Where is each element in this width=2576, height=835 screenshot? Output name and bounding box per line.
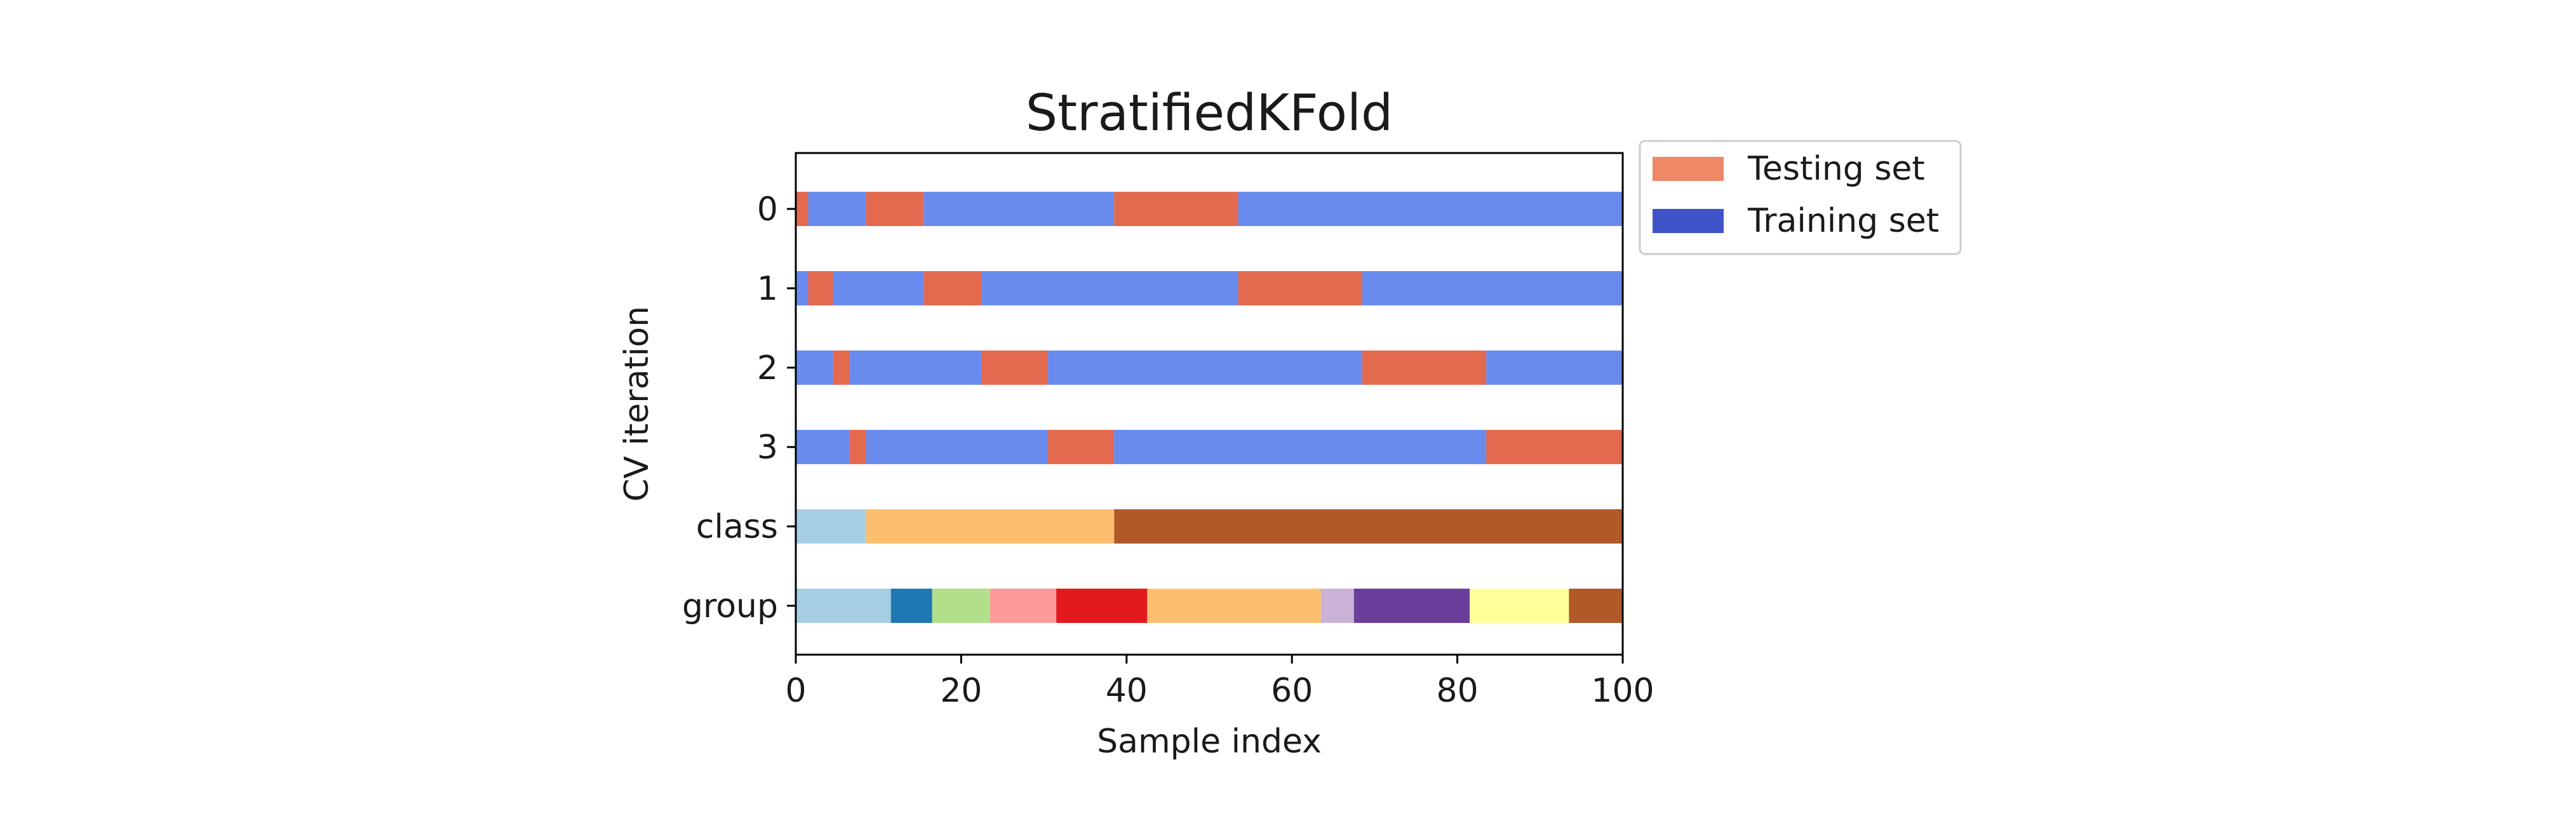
bar-segment-group-2 [932,589,990,623]
bar-segment-3-1 [849,430,866,464]
bar-segment-group-5 [1147,589,1321,623]
x-tick-label: 60 [1271,672,1313,710]
bar-segment-1-0 [796,271,808,305]
bar-segment-3-0 [796,430,850,464]
y-tick-label: 3 [757,429,778,467]
bar-segment-1-3 [923,271,982,305]
bar-segment-3-5 [1486,430,1623,464]
bar-segment-group-0 [796,589,891,623]
bar-segment-2-4 [1048,351,1362,385]
legend-label-testing: Testing set [1747,150,1925,188]
bar-segment-2-6 [1486,351,1623,385]
bar-segment-group-7 [1353,589,1470,623]
bar-segment-2-0 [796,351,833,385]
y-tick-label: class [696,508,778,546]
axes-frame [795,152,1624,656]
chart-title: StratifiedKFold [1026,84,1393,142]
y-axis-ticks: 0 1 2 3 class group [682,190,796,625]
bar-segment-0-2 [866,192,924,226]
bar-segment-1-5 [1238,271,1362,305]
y-tick-label: 1 [757,270,778,308]
x-tick-label: 0 [785,672,806,710]
y-tick-label: group [682,587,778,625]
bar-segment-1-2 [833,271,924,305]
bar-segment-2-5 [1362,351,1487,385]
x-tick-label: 20 [940,672,982,710]
bar-segment-0-0 [796,192,808,226]
bar-segment-group-3 [989,589,1057,623]
bar-segment-group-6 [1320,589,1354,623]
bar-segment-group-8 [1470,589,1569,623]
bar-segment-0-1 [808,192,866,226]
bar-segment-group-4 [1056,589,1148,623]
bar-segment-1-6 [1362,271,1623,305]
bar-segment-3-3 [1048,430,1115,464]
legend-label-training: Training set [1747,202,1939,240]
bar-segment-0-5 [1238,192,1623,226]
bar-segment-3-4 [1114,430,1487,464]
x-axis-label: Sample index [1097,723,1322,761]
bar-segment-2-1 [833,351,850,385]
bar-segment-3-2 [866,430,1049,464]
y-tick-label: 2 [757,349,778,387]
legend-swatch-testing [1653,157,1724,181]
bar-segment-class-1 [866,509,1115,544]
bar-segment-2-2 [849,351,982,385]
bar-segment-class-2 [1114,509,1623,544]
bar-segment-2-3 [981,351,1049,385]
x-tick-label: 80 [1437,672,1479,710]
bar-segment-0-4 [1114,192,1238,226]
x-axis-ticks: 0 20 40 60 80 100 [785,655,1654,710]
bar-segment-1-4 [981,271,1238,305]
x-tick-label: 100 [1591,672,1654,710]
x-tick-label: 40 [1106,672,1148,710]
y-axis-label: CV iteration [618,306,656,502]
bar-segment-group-9 [1569,589,1623,623]
bar-segment-group-1 [890,589,932,623]
legend-swatch-training [1653,209,1724,233]
bar-segment-1-1 [808,271,833,305]
y-tick-label: 0 [757,190,778,229]
bar-segment-0-3 [923,192,1115,226]
bar-segments [796,192,1623,623]
bar-segment-class-0 [796,509,866,544]
legend: Testing set Training set [1639,140,1962,255]
